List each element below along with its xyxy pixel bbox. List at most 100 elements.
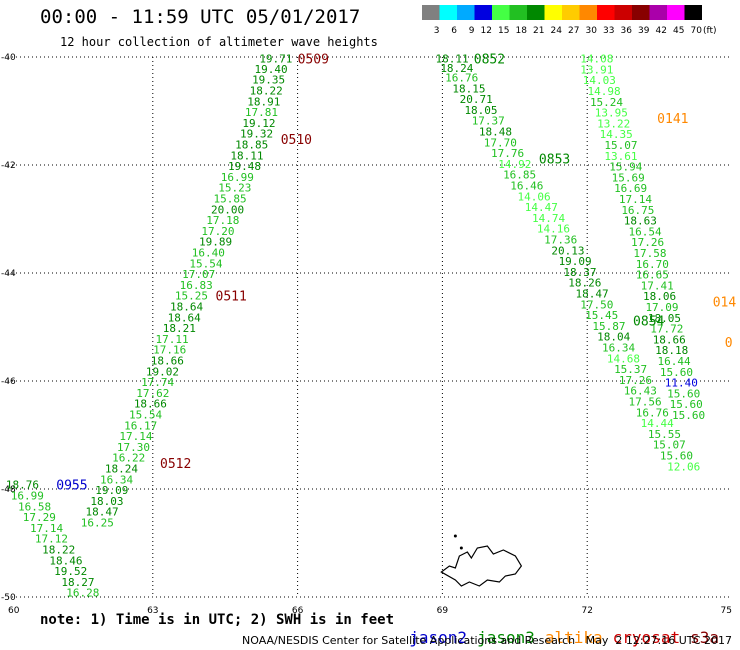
- swh-data-point: 15.24: [590, 96, 623, 109]
- swh-data-point: 14.08: [580, 53, 613, 66]
- x-tick-label: 60: [8, 606, 20, 616]
- swh-data-point: 18.63: [624, 215, 657, 228]
- swh-data-point: 17.18: [206, 214, 239, 227]
- legend-label: 24: [551, 26, 563, 36]
- legend-label: 21: [533, 26, 544, 36]
- swh-data-point: 19.09: [95, 484, 128, 497]
- swh-data-point: 16.75: [621, 204, 654, 217]
- satellite-jason3: jason3: [477, 628, 535, 647]
- x-tick-label: 75: [721, 606, 732, 616]
- swh-data-point: 16.99: [221, 171, 254, 184]
- chart-subtitle: 12 hour collection of altimeter wave hei…: [60, 35, 378, 49]
- swh-data-point: 17.11: [156, 333, 189, 346]
- swh-data-point: 17.70: [484, 136, 517, 149]
- legend-swatch: [684, 5, 702, 20]
- swh-data-point: 16.25: [81, 516, 114, 529]
- legend-swatch: [527, 5, 545, 20]
- swh-data-point: 19.48: [228, 160, 261, 173]
- swh-data-point: 18.66: [653, 333, 686, 346]
- swh-data-point: 18.66: [134, 398, 167, 411]
- pass-time-label: 0955: [56, 479, 87, 494]
- swh-data-point: 18.26: [568, 277, 601, 290]
- legend-swatch: [492, 5, 510, 20]
- y-tick-label: -44: [1, 269, 16, 279]
- swh-data-point: 17.50: [580, 298, 613, 311]
- swh-data-point: 18.24: [440, 62, 473, 75]
- legend-label: 39: [638, 26, 650, 36]
- pass-time-label: 0141: [657, 112, 688, 127]
- legend-swatch: [474, 5, 492, 20]
- swh-data-point: 13.91: [580, 63, 613, 76]
- x-tick-label: 69: [437, 606, 449, 616]
- swh-data-point: 18.21: [163, 322, 196, 335]
- swh-data-point: 17.72: [650, 323, 683, 336]
- swh-data-point: 18.05: [648, 312, 681, 325]
- swh-data-point: 17.26: [619, 374, 652, 387]
- swh-data-point: 19.32: [240, 128, 273, 141]
- swh-data-point: 18.64: [168, 311, 201, 324]
- swh-data-point: 17.74: [141, 376, 174, 389]
- swh-data-point: 14.92: [498, 158, 531, 171]
- legend-label: 18: [516, 26, 528, 36]
- swh-data-point: 16.99: [11, 489, 44, 502]
- legend-swatch: [667, 5, 685, 20]
- swh-data-point: 17.09: [645, 301, 678, 314]
- swh-data-point: 17.81: [245, 106, 278, 119]
- x-tick-label: 72: [581, 606, 592, 616]
- swh-data-point: 17.76: [491, 147, 524, 160]
- legend-label: 12: [481, 26, 492, 36]
- footer-note: note: 1) Time is in UTC; 2) SWH is in fe…: [40, 612, 395, 628]
- swh-data-point: 17.26: [631, 236, 664, 249]
- swh-data-point: 16.22: [112, 452, 145, 465]
- pass-time-label: 0511: [216, 290, 247, 305]
- credit-line: NOAA/NESDIS Center for Satellite Applica…: [242, 634, 733, 647]
- swh-data-point: 15.94: [609, 161, 642, 174]
- swh-data-point: 18.05: [464, 104, 497, 117]
- y-tick-label: -40: [1, 53, 16, 63]
- y-tick-label: -50: [1, 593, 16, 603]
- swh-data-point: 16.54: [629, 225, 662, 238]
- legend-swatch: [509, 5, 527, 20]
- swh-data-point: 15.60: [667, 387, 700, 400]
- swh-data-point: 18.47: [575, 288, 608, 301]
- satellite-jason2: jason2: [409, 628, 468, 647]
- island-outline: [440, 545, 523, 587]
- legend-label: 42: [656, 26, 667, 36]
- swh-data-point: 16.83: [180, 279, 213, 292]
- swh-data-point: 18.11: [230, 149, 263, 162]
- swh-data-point: 17.30: [117, 441, 150, 454]
- swh-data-point: 15.45: [585, 309, 618, 322]
- islet: [459, 546, 463, 550]
- swh-data-point: 16.46: [510, 180, 543, 193]
- legend-swatch: [632, 5, 650, 20]
- swh-data-point: 14.35: [600, 128, 633, 141]
- pass-time-label: 0: [725, 336, 733, 351]
- y-tick-label: -46: [1, 377, 16, 387]
- swh-data-point: 18.37: [563, 266, 596, 279]
- swh-data-point: 18.27: [61, 576, 94, 589]
- color-legend: 3 6 9 12 15 18 21 24 27 30 33 36 39 42 45 70 (ft): [422, 5, 717, 36]
- swh-data-point: 16.69: [614, 182, 647, 195]
- swh-data-point: 16.44: [658, 355, 691, 368]
- swh-data-point: 13.61: [604, 150, 637, 163]
- swh-data-point: 15.60: [660, 450, 693, 463]
- swh-data-point: 17.29: [23, 511, 56, 524]
- legend-label: 3: [434, 26, 440, 36]
- swh-data-point: 11.40: [665, 377, 698, 390]
- chart-title: 00:00 - 11:59 UTC 05/01/2017: [40, 6, 361, 28]
- swh-data-point: 15.60: [670, 398, 703, 411]
- legend-swatch: [439, 5, 457, 20]
- legend-label: 45: [673, 26, 684, 36]
- swh-data-point: 14.44: [641, 417, 674, 430]
- pass-time-label: 0510: [281, 133, 312, 148]
- swh-data-point: 18.11: [435, 53, 468, 66]
- legend-label: 27: [568, 26, 579, 36]
- swh-data-point: 18.85: [235, 138, 268, 151]
- legend-label: 33: [603, 26, 614, 36]
- swh-data-point: 18.03: [90, 495, 123, 508]
- x-tick-label: 63: [147, 606, 158, 616]
- swh-data-point: 18.15: [452, 82, 485, 95]
- swh-data-point: 14.47: [525, 201, 558, 214]
- swh-data-point: 18.48: [479, 126, 512, 139]
- swh-data-point: 16.28: [66, 587, 99, 600]
